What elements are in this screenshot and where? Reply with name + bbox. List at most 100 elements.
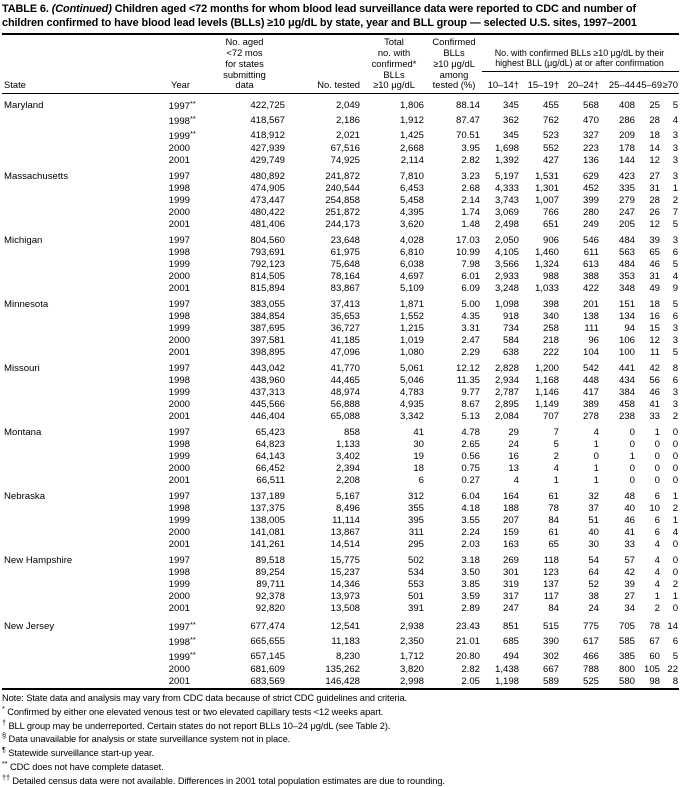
year-cell: 1999** — [168, 650, 196, 664]
value-cell: 70.51 — [455, 129, 480, 141]
year-cell: 1999 — [168, 259, 190, 271]
value-cell: 1,698 — [494, 143, 519, 155]
value-cell: 1,438 — [494, 664, 519, 676]
value-cell: 1 — [672, 515, 679, 527]
value-cell: 286 — [618, 114, 635, 126]
value-cell: 2,049 — [335, 99, 360, 111]
year-cell: 2000 — [168, 463, 190, 475]
year-cell: 1998 — [168, 567, 190, 579]
value-cell: 67 — [649, 635, 660, 647]
value-cell: 563 — [618, 247, 635, 259]
value-cell: 481,406 — [250, 219, 285, 231]
value-cell: 247 — [618, 207, 635, 219]
value-cell: 775 — [582, 620, 599, 632]
value-cell: 4 — [654, 555, 660, 567]
value-cell: 1 — [593, 463, 599, 475]
state-cell — [2, 347, 97, 359]
state-cell — [2, 155, 97, 167]
value-cell: 2.65 — [461, 439, 480, 451]
value-cell: 28 — [649, 195, 660, 207]
value-cell: 4,395 — [399, 207, 424, 219]
value-cell: 0 — [672, 567, 679, 579]
value-cell: 389 — [582, 399, 599, 411]
value-cell: 27 — [624, 591, 635, 603]
value-cell: 2,934 — [494, 375, 519, 387]
value-cell: 0 — [629, 427, 635, 439]
value-cell: 279 — [618, 195, 635, 207]
value-cell: 65,423 — [255, 427, 285, 439]
table-row: 2001 398,895 47,096 1,080 2.29 638 222 104 100 11… — [2, 347, 679, 359]
value-cell: 3 — [672, 235, 679, 247]
value-cell: 2 — [672, 411, 679, 423]
value-cell: 2,498 — [494, 219, 519, 231]
value-cell: 31 — [649, 271, 660, 283]
value-cell: 345 — [502, 99, 519, 111]
state-cell — [2, 283, 97, 295]
value-cell: 29 — [508, 427, 519, 439]
value-cell: 6,038 — [399, 259, 424, 271]
value-cell: 445,566 — [250, 399, 285, 411]
value-cell: 542 — [582, 363, 599, 375]
state-cell: New Hampshire — [4, 555, 73, 567]
value-cell: 2 — [672, 503, 679, 515]
value-cell: 4,105 — [494, 247, 519, 259]
year-cell: 2000 — [168, 207, 190, 219]
value-cell: 353 — [618, 271, 635, 283]
value-cell: 56,888 — [330, 399, 360, 411]
value-cell: 4 — [672, 527, 679, 539]
value-cell: 2,998 — [399, 676, 424, 688]
footnote-marker: § — [2, 731, 6, 741]
value-cell: 2.82 — [461, 155, 480, 167]
value-cell: 19 — [413, 451, 424, 463]
value-cell: 1,198 — [494, 676, 519, 688]
value-cell: 355 — [407, 503, 424, 515]
year-cell: 1997 — [168, 491, 190, 503]
value-cell: 35,653 — [330, 311, 360, 323]
footnote-marker: ** — [2, 759, 8, 769]
year-cell: 1997** — [168, 620, 196, 634]
value-cell: 0 — [629, 439, 635, 451]
table-row: Missouri 1997 443,042 41,770 5,061 12.12 2,828… — [2, 359, 679, 375]
value-cell: 613 — [582, 259, 599, 271]
value-cell: 568 — [582, 99, 599, 111]
value-cell: 7,810 — [399, 171, 424, 183]
value-cell: 398 — [542, 299, 559, 311]
state-cell — [2, 634, 97, 649]
value-cell: 15 — [649, 323, 660, 335]
value-cell: 0 — [654, 451, 660, 463]
table-row: 1999 473,447 254,858 5,458 2.14 3,743 1,007 399… — [2, 195, 679, 207]
value-cell: 0 — [672, 439, 679, 451]
table-row: 2001 141,261 14,514 295 2.03 163 65 30 33 4 0 — [2, 539, 679, 551]
value-cell: 135,262 — [325, 664, 360, 676]
year-cell: 1999 — [168, 515, 190, 527]
value-cell: 0.75 — [461, 463, 480, 475]
value-cell: 26 — [649, 207, 660, 219]
value-cell: 2.24 — [461, 527, 480, 539]
value-cell: 66,511 — [256, 475, 285, 487]
value-cell: 39 — [624, 579, 635, 591]
state-cell — [2, 323, 97, 335]
year-cell: 1998 — [168, 439, 190, 451]
value-cell: 1 — [672, 183, 679, 195]
state-cell: Minnesota — [4, 299, 49, 311]
value-cell: 2 — [672, 195, 679, 207]
value-cell: 1,425 — [399, 129, 424, 141]
footnote-marker: * — [2, 703, 5, 713]
table-row: 1999 138,005 11,114 395 3.55 207 84 51 46 6 1 — [2, 515, 679, 527]
value-cell: 57 — [624, 555, 635, 567]
value-cell: 78 — [548, 503, 559, 515]
value-cell: 41 — [649, 399, 660, 411]
year-cell: 1998** — [168, 114, 196, 128]
value-cell: 51 — [588, 515, 599, 527]
column-header-pct: Confirmed BLLs ≥10 μg/dL among tested (%… — [432, 36, 476, 91]
state-cell — [2, 451, 97, 463]
value-cell: 446,404 — [250, 411, 285, 423]
value-cell: 788 — [582, 664, 599, 676]
column-header-bll-70: ≥70 — [662, 79, 679, 91]
value-cell: 0 — [672, 603, 679, 615]
value-cell: 1,912 — [399, 114, 424, 126]
value-cell: 4,935 — [399, 399, 424, 411]
value-cell: 17.03 — [455, 235, 480, 247]
value-cell: 988 — [542, 271, 559, 283]
value-cell: 804,560 — [250, 235, 285, 247]
